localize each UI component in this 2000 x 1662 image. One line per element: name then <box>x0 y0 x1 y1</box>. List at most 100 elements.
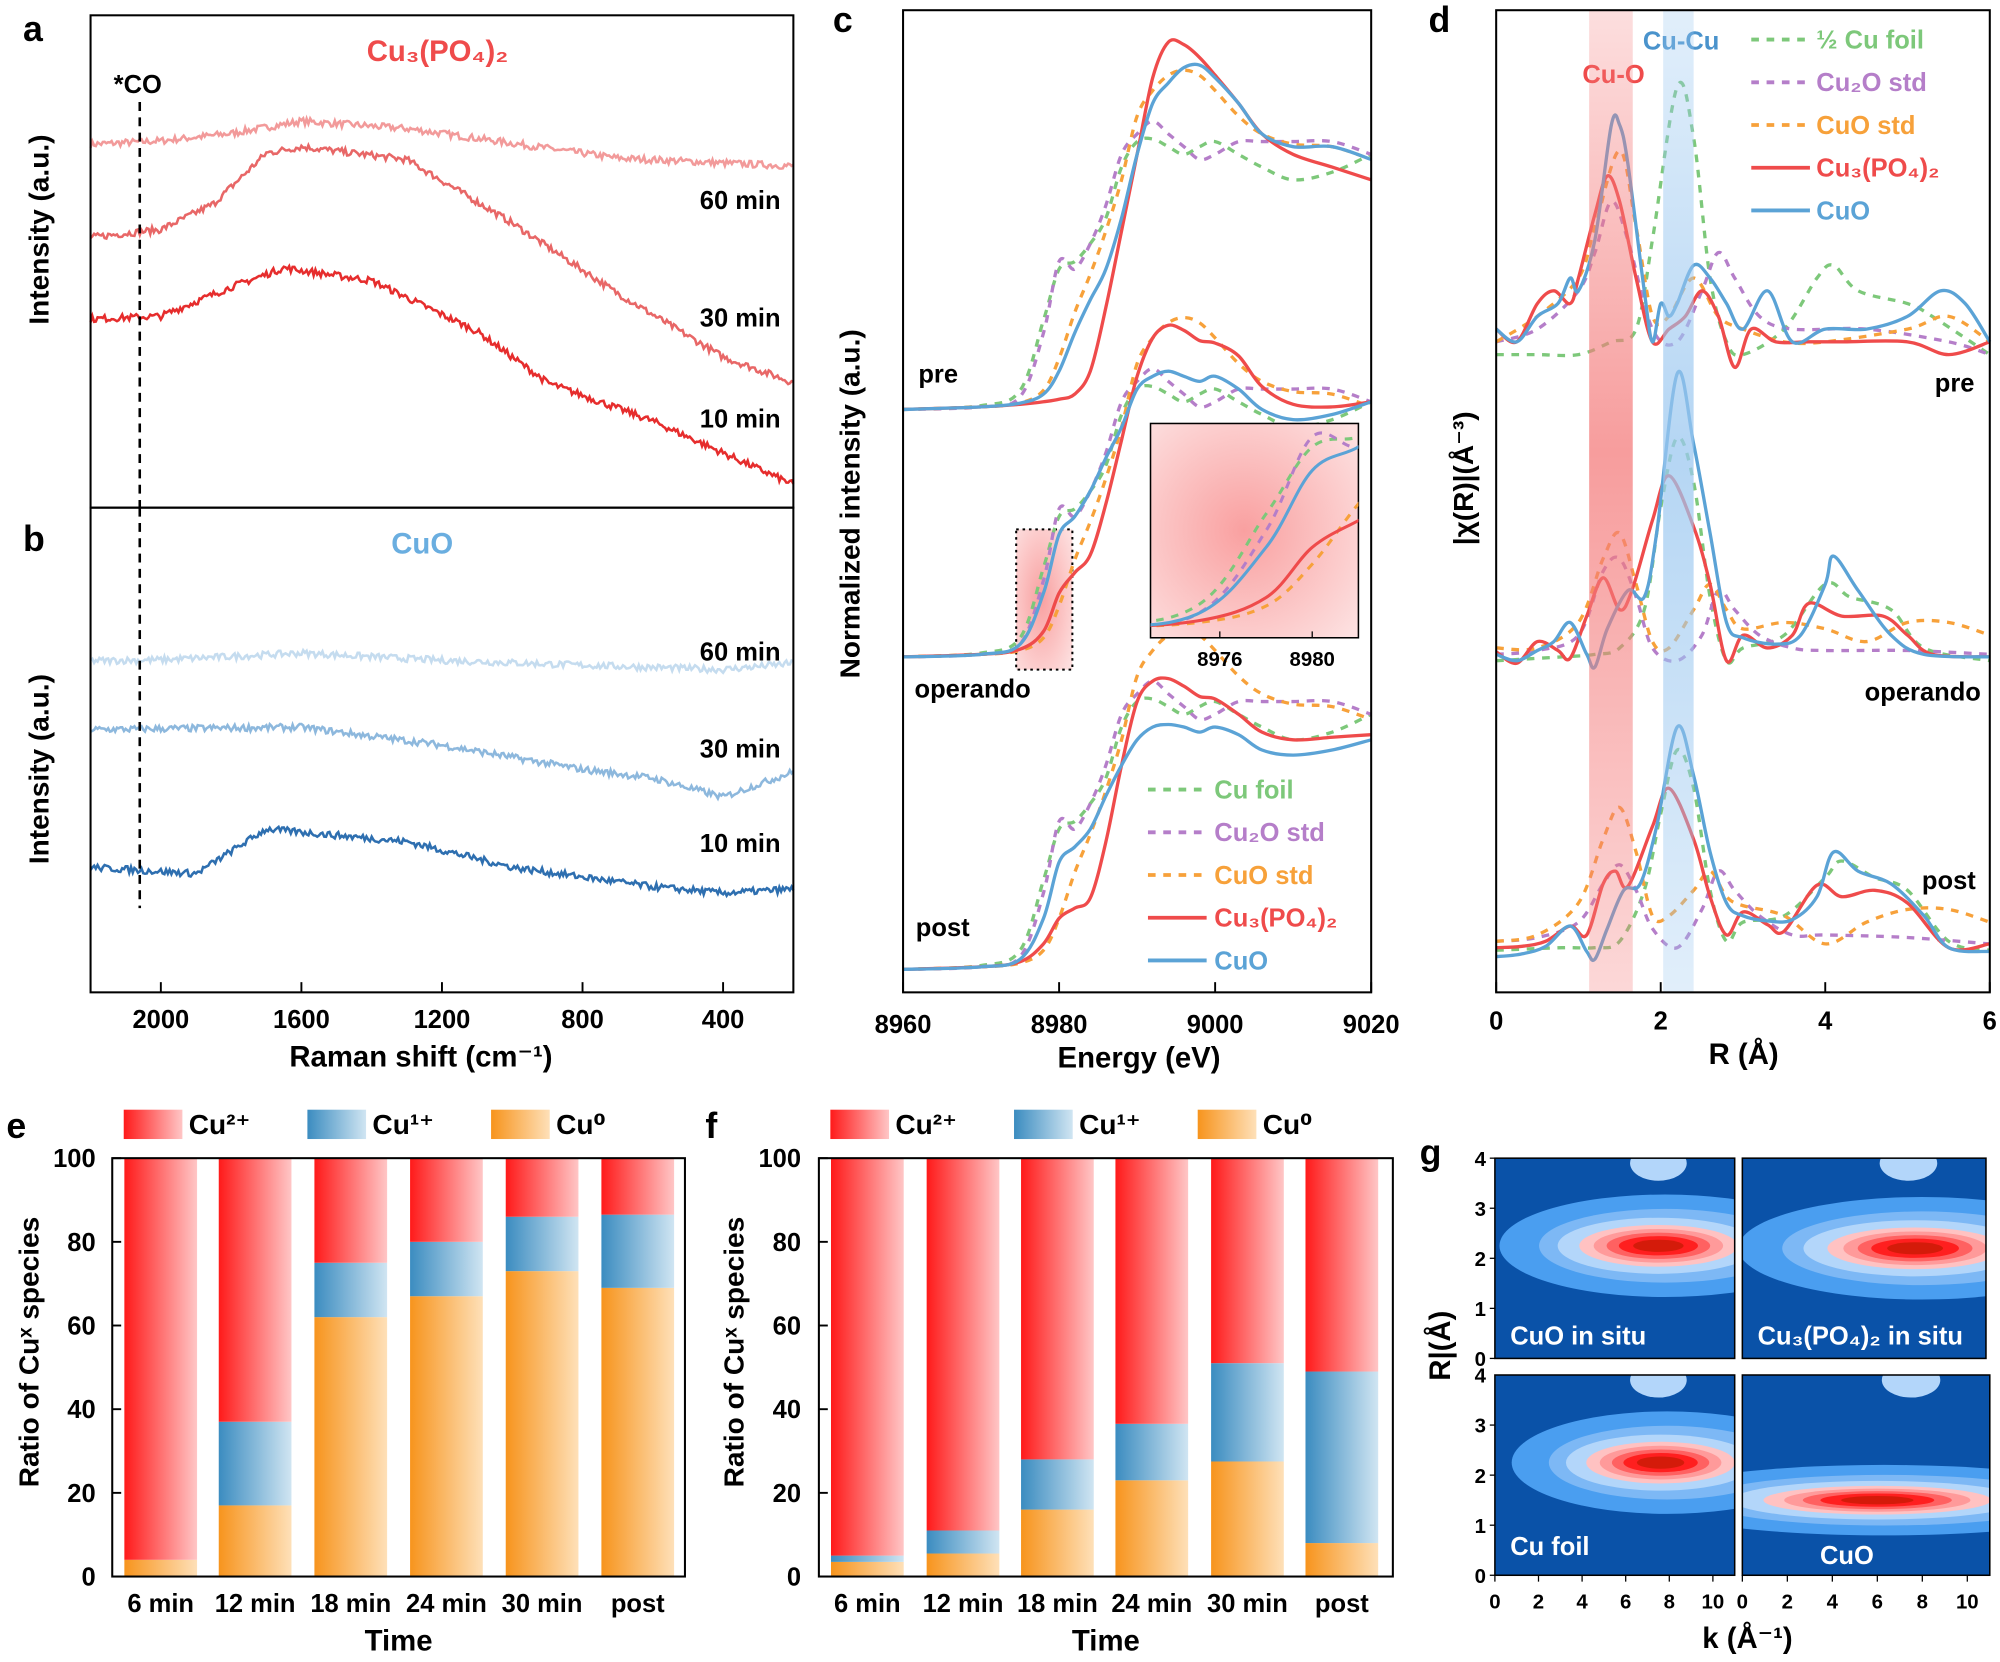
exafs-series-operando <box>1495 369 1990 670</box>
bar-segment-24-min <box>1115 1423 1189 1481</box>
xanes-series-post <box>903 722 1372 972</box>
series-label: 30 min <box>700 305 781 333</box>
xanes-series-post <box>902 696 1372 972</box>
inset-series <box>1150 501 1359 628</box>
bar-segment-18-min <box>314 1158 388 1263</box>
band-Cu-Cu <box>1663 10 1694 993</box>
bar-segment-12-min <box>926 1553 1000 1577</box>
group-label: operando <box>915 676 1031 704</box>
bar-segment-30-min <box>505 1216 579 1272</box>
x-tick-label: 8960 <box>875 1011 932 1039</box>
legend-label: Cu²⁺ <box>189 1109 251 1140</box>
xanes-series-pre <box>903 38 1372 412</box>
series-label: 30 min <box>700 736 781 764</box>
map-frame <box>1741 1157 1987 1360</box>
bar-segment-18-min <box>1021 1459 1094 1510</box>
contour <box>1630 1158 1687 1181</box>
group-label: post <box>1922 867 1976 895</box>
panel-title: Cu₃(PO₄)₂ <box>367 35 509 68</box>
raman-series-60-min <box>89 647 794 675</box>
plot-area-d <box>1495 9 1991 994</box>
bar-segment-post <box>601 1158 675 1215</box>
x-tick-label: 6 <box>1983 1007 1997 1035</box>
legend-swatch <box>123 1109 183 1140</box>
panel-f: 6 min 12 min 18 min 24 min 30 min post 0 20 40 60… <box>758 1109 1379 1658</box>
x-tick-label: 1200 <box>414 1006 471 1034</box>
bar-segment-12-min <box>218 1421 292 1506</box>
bar-segment-18-min <box>1021 1158 1094 1460</box>
xanes-series-pre <box>903 119 1372 412</box>
category-label: 30 min <box>502 1590 583 1618</box>
panel-b: 60 min 30 min 10 min CuO 2000 1600 1200 800 400 R… <box>89 507 795 1073</box>
category-label: post <box>611 1590 665 1618</box>
group-label: pre <box>1935 370 1975 398</box>
x-tick-label: 4 <box>1576 1591 1588 1613</box>
x-tick-label: 6 <box>1620 1591 1631 1613</box>
group-label: pre <box>918 361 958 389</box>
map-label: CuO <box>1820 1542 1874 1570</box>
x-axis-label: k (Å⁻¹) <box>1702 1622 1792 1655</box>
panel-label-f: f <box>705 1106 717 1146</box>
x-axis-label: Energy (eV) <box>1058 1042 1221 1075</box>
bar-segment-6-min <box>830 1555 904 1562</box>
xanes-series-pre <box>903 68 1372 412</box>
x-tick-label: 400 <box>702 1006 745 1034</box>
category-label: 6 min <box>127 1590 194 1618</box>
y-tick-label: 1 <box>1475 1299 1486 1321</box>
y-tick-label: 4 <box>1475 1149 1487 1171</box>
legend-label: Cu₃(PO₄)₂ <box>1214 905 1337 933</box>
inset-series <box>1150 518 1359 628</box>
contour <box>1881 1375 1941 1398</box>
y-tick-label: 0 <box>787 1563 801 1591</box>
wavelet-map: Cu foil <box>1494 1374 1736 1577</box>
x-tick-label: 8 <box>1664 1591 1675 1613</box>
category-label: 12 min <box>215 1590 296 1618</box>
bar-segment-30-min <box>1211 1461 1284 1577</box>
bar-segment-6-min <box>830 1158 904 1556</box>
legend-label: CuO <box>1214 947 1268 975</box>
contour <box>1630 1375 1687 1398</box>
inset-series <box>1150 445 1359 627</box>
category-label: 30 min <box>1207 1590 1288 1618</box>
plot-area-c <box>902 9 1373 994</box>
xanes-series-post <box>903 676 1372 972</box>
y-tick-label: 4 <box>1475 1366 1487 1388</box>
legend-label: Cu⁰ <box>556 1109 606 1140</box>
y-tick-label: 100 <box>758 1145 801 1173</box>
panel-a: 60 min 30 min 10 min Cu₃(PO₄)₂ *CO <box>89 35 795 508</box>
category-label: 18 min <box>1017 1590 1098 1618</box>
x-axis-label: Time <box>1072 1625 1140 1658</box>
x-axis-label: Raman shift (cm⁻¹) <box>289 1040 552 1073</box>
inset-tick-label: 8976 <box>1197 649 1242 671</box>
raman-series-30-min <box>89 141 794 386</box>
panel-label-b: b <box>23 519 45 559</box>
bar-segment-30-min <box>1211 1363 1284 1462</box>
exafs-series-post <box>1496 786 1991 952</box>
panel-label-d: d <box>1429 0 1451 40</box>
raman-series-30-min <box>89 720 795 802</box>
contour <box>1633 1239 1684 1252</box>
x-tick-label: 800 <box>561 1006 604 1034</box>
raman-series-10-min <box>89 824 795 899</box>
bar-segment-18-min <box>314 1317 388 1577</box>
exafs-series-pre <box>1496 80 1991 358</box>
legend-label: CuO <box>1816 197 1870 225</box>
x-tick-label: 10 <box>1702 1591 1725 1613</box>
y-tick-label: 40 <box>67 1396 95 1424</box>
bar-segment-12-min <box>218 1505 292 1577</box>
group-label: post <box>916 914 970 942</box>
legend-swatch <box>830 1109 890 1140</box>
series-label: 60 min <box>700 639 781 667</box>
wavelet-map: CuO <box>1741 1374 1991 1577</box>
y-tick-label: 0 <box>81 1563 95 1591</box>
xanes-series-pre <box>902 136 1372 412</box>
x-tick-label: 0 <box>1489 1007 1503 1035</box>
bar-segment-12-min <box>218 1158 292 1422</box>
bar-segment-24-min <box>410 1241 483 1297</box>
category-label: 12 min <box>923 1590 1004 1618</box>
inset-tick-label: 8980 <box>1290 649 1335 671</box>
bar-segment-18-min <box>1021 1509 1094 1577</box>
bar-segment-30-min <box>505 1158 579 1217</box>
